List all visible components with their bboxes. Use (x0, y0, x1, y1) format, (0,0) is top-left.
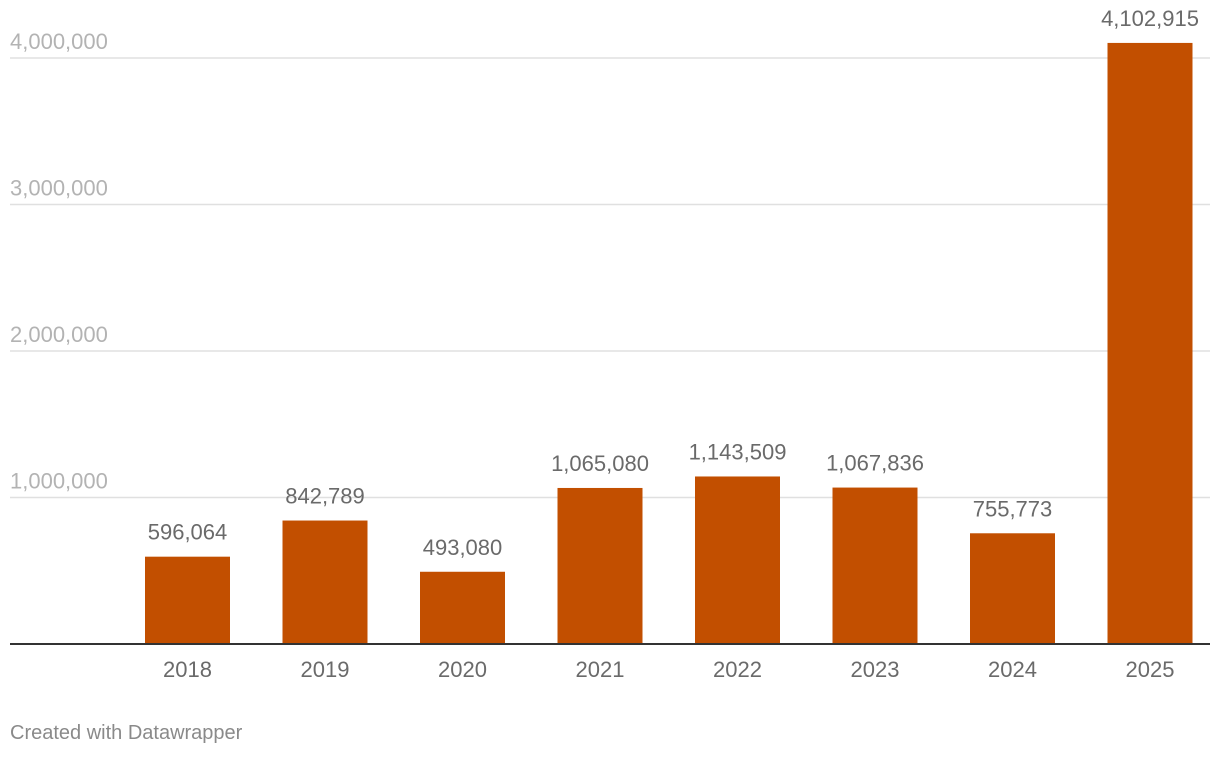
x-tick-label: 2023 (851, 657, 900, 682)
x-tick-label: 2019 (301, 657, 350, 682)
value-labels: 596,064 842,789 493,080 1,065,080 1,143,509 1… (148, 6, 1199, 560)
bar-value-label: 842,789 (285, 484, 365, 509)
bar (970, 533, 1055, 644)
bar (420, 571, 505, 644)
x-tick-label: 2020 (438, 657, 487, 682)
axes: 2018 2019 2020 2021 2022 2023 2024 2025 (10, 643, 1210, 682)
bars (145, 42, 1193, 644)
bar (557, 487, 643, 644)
bar (145, 556, 230, 644)
bar-value-label: 1,065,080 (551, 451, 649, 476)
y-tick-label: 1,000,000 (10, 469, 108, 494)
bar-value-label: 493,080 (423, 535, 503, 560)
y-tick-label: 3,000,000 (10, 176, 108, 201)
x-tick-label: 2025 (1126, 657, 1175, 682)
credit-text: Created with Datawrapper (10, 722, 243, 744)
gridlines: 1,000,000 2,000,000 3,000,000 4,000,000 (10, 29, 1210, 499)
x-tick-label: 2021 (576, 657, 625, 682)
bar (282, 520, 368, 644)
bar-value-label: 755,773 (973, 496, 1053, 521)
x-tick-label: 2022 (713, 657, 762, 682)
bar (832, 487, 918, 644)
x-tick-label: 2018 (163, 657, 212, 682)
y-tick-label: 2,000,000 (10, 322, 108, 347)
x-tick-label: 2024 (988, 657, 1037, 682)
bar-value-label: 596,064 (148, 520, 228, 545)
bar (695, 476, 780, 644)
bar (1107, 42, 1193, 644)
y-tick-label: 4,000,000 (10, 29, 108, 54)
bar-value-label: 1,143,509 (689, 439, 787, 464)
bar-value-label: 1,067,836 (826, 451, 924, 476)
bar-value-label: 4,102,915 (1101, 6, 1199, 31)
